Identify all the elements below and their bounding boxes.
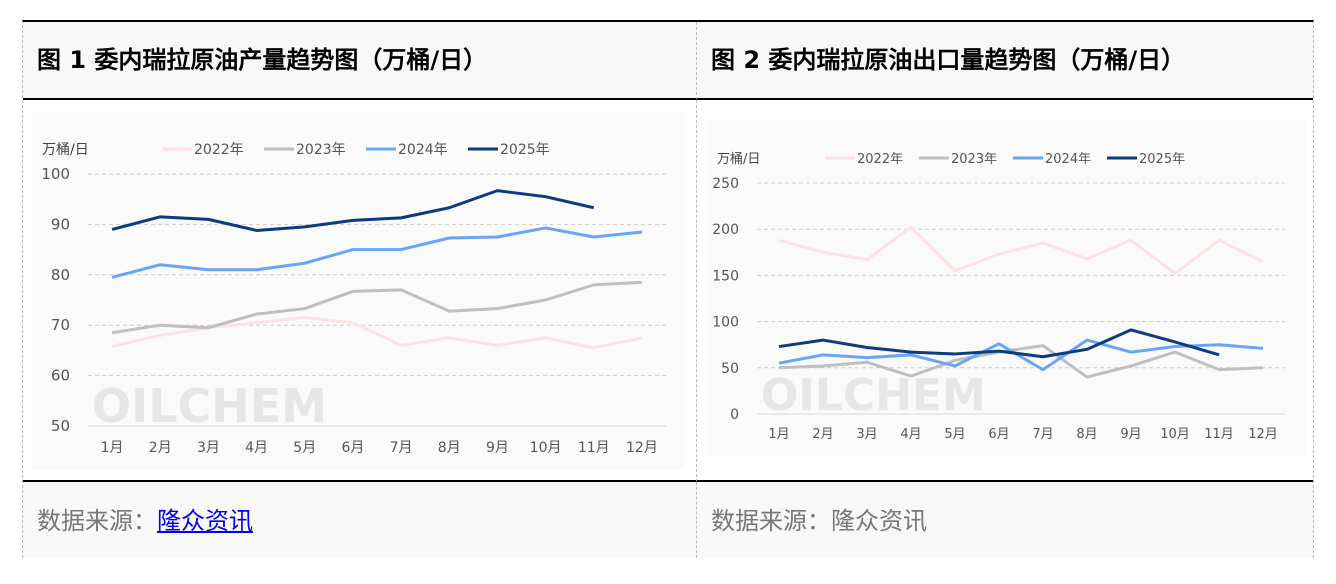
x-tick-label: 6月 — [988, 427, 1009, 442]
y-tick-label: 200 — [712, 222, 739, 238]
x-tick-label: 9月 — [486, 440, 509, 456]
x-tick-label: 11月 — [578, 440, 610, 456]
x-tick-label: 12月 — [1248, 427, 1278, 442]
y-tick-label: 100 — [712, 315, 739, 331]
series-line-2025年 — [778, 328, 1220, 359]
y-tick-label: 100 — [41, 165, 70, 183]
x-tick-label: 2月 — [812, 427, 833, 442]
series-line-2022年 — [778, 225, 1264, 276]
export-chart: OILCHEM 0 50 100 150 200 250 1月 2月 3月 4月 5月 6月 7月 8月 9月… — [707, 120, 1305, 456]
y-tick-label: 60 — [51, 367, 70, 385]
source-text: 隆众资讯 — [831, 507, 927, 535]
y-axis-unit: 万桶/日 — [42, 142, 89, 158]
x-tick-label: 4月 — [900, 427, 921, 442]
production-chart: OILCHEM 50 60 70 80 90 100 1月 2月 3月 4月 5月 6月 7月 8月 9月 10… — [32, 112, 684, 470]
y-tick-label: 90 — [51, 215, 70, 233]
x-tick-label: 11月 — [1204, 427, 1234, 442]
x-tick-label: 3月 — [856, 427, 877, 442]
y-axis-unit: 万桶/日 — [717, 152, 760, 167]
x-tick-label: 9月 — [1120, 427, 1141, 442]
y-tick-label: 250 — [712, 176, 739, 192]
x-tick-label: 1月 — [768, 427, 789, 442]
x-tick-label: 7月 — [390, 440, 413, 456]
series-line-2022年 — [111, 316, 643, 350]
x-tick-label: 6月 — [341, 440, 364, 456]
source-link[interactable]: 隆众资讯 — [157, 507, 253, 535]
x-tick-label: 10月 — [530, 440, 562, 456]
legend-label: 2025年 — [500, 142, 550, 158]
series-line-2024年 — [111, 226, 643, 279]
y-tick-label: 70 — [51, 316, 70, 334]
legend-label: 2025年 — [1139, 152, 1185, 167]
y-tick-label: 0 — [730, 407, 739, 423]
legend-label: 2024年 — [398, 142, 448, 158]
legend-label: 2024年 — [1045, 152, 1091, 167]
x-tick-label: 5月 — [944, 427, 965, 442]
series-line-2025年 — [111, 189, 595, 232]
y-tick-label: 150 — [712, 268, 739, 284]
watermark: OILCHEM — [761, 370, 986, 421]
x-tick-label: 7月 — [1032, 427, 1053, 442]
y-tick-label: 50 — [51, 417, 70, 435]
figure1-title: 图 1 委内瑞拉原油产量趋势图（万桶/日） — [23, 22, 696, 100]
x-tick-label: 12月 — [626, 440, 658, 456]
source-label: 数据来源： — [711, 507, 831, 535]
x-tick-label: 3月 — [197, 440, 220, 456]
chart-background — [707, 120, 1305, 456]
source-label: 数据来源： — [37, 507, 157, 535]
watermark: OILCHEM — [92, 379, 327, 433]
x-tick-label: 8月 — [438, 440, 461, 456]
legend-label: 2023年 — [951, 152, 997, 167]
series-line-2023年 — [778, 344, 1264, 379]
legend-label: 2023年 — [296, 142, 346, 158]
figure1-source: 数据来源：隆众资讯 — [23, 482, 696, 558]
x-tick-label: 2月 — [149, 440, 172, 456]
series-line-2024年 — [778, 338, 1264, 372]
x-tick-label: 8月 — [1076, 427, 1097, 442]
y-tick-label: 50 — [721, 361, 739, 377]
legend-label: 2022年 — [857, 152, 903, 167]
x-tick-label: 5月 — [293, 440, 316, 456]
figure2-title: 图 2 委内瑞拉原油出口量趋势图（万桶/日） — [696, 22, 1313, 100]
x-tick-label: 4月 — [245, 440, 268, 456]
x-tick-label: 1月 — [101, 440, 124, 456]
legend-label: 2022年 — [194, 142, 244, 158]
series-line-2023年 — [111, 280, 642, 335]
x-tick-label: 10月 — [1160, 427, 1190, 442]
figure2-source: 数据来源：隆众资讯 — [696, 482, 1313, 558]
y-tick-label: 80 — [51, 266, 70, 284]
